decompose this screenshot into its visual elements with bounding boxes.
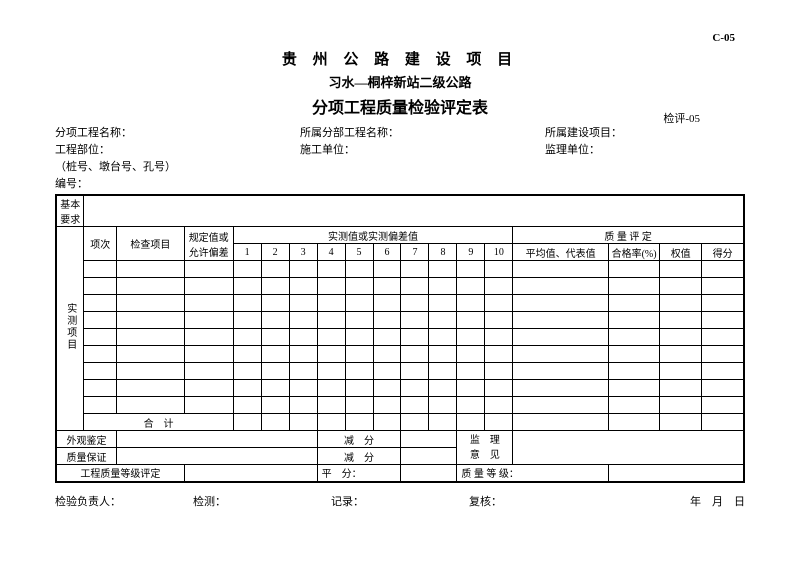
item-no-hdr: 项次 xyxy=(84,227,117,261)
measured-hdr: 实测值或实测偏差值 xyxy=(233,227,513,244)
info-4-1: 编号： xyxy=(55,175,300,191)
n4: 4 xyxy=(317,244,345,261)
main-table: 基本要求 实测项目 项次 检查项目 规定值或允许偏差 实测值或实测偏差值 质 量… xyxy=(55,194,745,483)
info-2-2: 施工单位： xyxy=(300,141,545,157)
data-row xyxy=(56,295,744,312)
info-rows: 分项工程名称： 所属分部工程名称： 所属建设项目： 工程部位： 施工单位： 监理… xyxy=(55,124,745,191)
footer-inspector: 检验负责人： xyxy=(55,493,193,509)
n9: 9 xyxy=(457,244,485,261)
n7: 7 xyxy=(401,244,429,261)
title-line1: 贵 州 公 路 建 设 项 目 xyxy=(55,48,745,69)
info-2-1: 工程部位： xyxy=(55,141,300,157)
data-row xyxy=(56,278,744,295)
info-1-3: 所属建设项目： xyxy=(545,124,745,140)
doc-code: C-05 xyxy=(712,32,735,44)
quality-eval-hdr: 质 量 评 定 xyxy=(513,227,744,244)
footer-review: 复核： xyxy=(469,493,607,509)
footer-date: 年 月 日 xyxy=(607,493,745,509)
basic-req-cell xyxy=(84,195,744,227)
title-line3: 分项工程质量检验评定表 xyxy=(55,94,745,118)
info-1-1: 分项工程名称： xyxy=(55,124,300,140)
n5: 5 xyxy=(345,244,373,261)
grade-eval-row: 工程质量等级评定 平 分： 质 量 等 级： xyxy=(56,465,744,482)
n1: 1 xyxy=(233,244,261,261)
info-3-1: （桩号、墩台号、孔号） xyxy=(55,158,300,174)
footer-detect: 检测： xyxy=(193,493,331,509)
appearance-row: 外观鉴定 减 分 监 理意 见 xyxy=(56,431,744,448)
n8: 8 xyxy=(429,244,457,261)
data-row xyxy=(56,329,744,346)
data-row xyxy=(56,363,744,380)
n2: 2 xyxy=(261,244,289,261)
avg-hdr: 平均值、代表值 xyxy=(513,244,609,261)
data-row xyxy=(56,397,744,414)
basic-req-label: 基本要求 xyxy=(56,195,84,227)
n10: 10 xyxy=(485,244,513,261)
spec-val-hdr: 规定值或允许偏差 xyxy=(184,227,233,261)
footer: 检验负责人： 检测： 记录： 复核： 年 月 日 xyxy=(55,493,745,509)
data-row xyxy=(56,346,744,363)
data-row xyxy=(56,380,744,397)
pass-hdr: 合格率(%) xyxy=(608,244,659,261)
data-row xyxy=(56,312,744,329)
form-code: 检评-05 xyxy=(663,110,700,126)
score-hdr: 得分 xyxy=(702,244,744,261)
info-1-2: 所属分部工程名称： xyxy=(300,124,545,140)
n6: 6 xyxy=(373,244,401,261)
weight-hdr: 权值 xyxy=(660,244,702,261)
data-row xyxy=(56,261,744,278)
info-2-3: 监理单位： xyxy=(545,141,745,157)
measured-label: 实测项目 xyxy=(56,227,84,431)
total-row: 合 计 xyxy=(56,414,744,431)
title-line2: 习水—桐梓新站二级公路 xyxy=(55,72,745,91)
check-item-hdr: 检查项目 xyxy=(117,227,185,261)
footer-record: 记录： xyxy=(331,493,469,509)
n3: 3 xyxy=(289,244,317,261)
header-block: 贵 州 公 路 建 设 项 目 习水—桐梓新站二级公路 分项工程质量检验评定表 xyxy=(55,48,745,118)
